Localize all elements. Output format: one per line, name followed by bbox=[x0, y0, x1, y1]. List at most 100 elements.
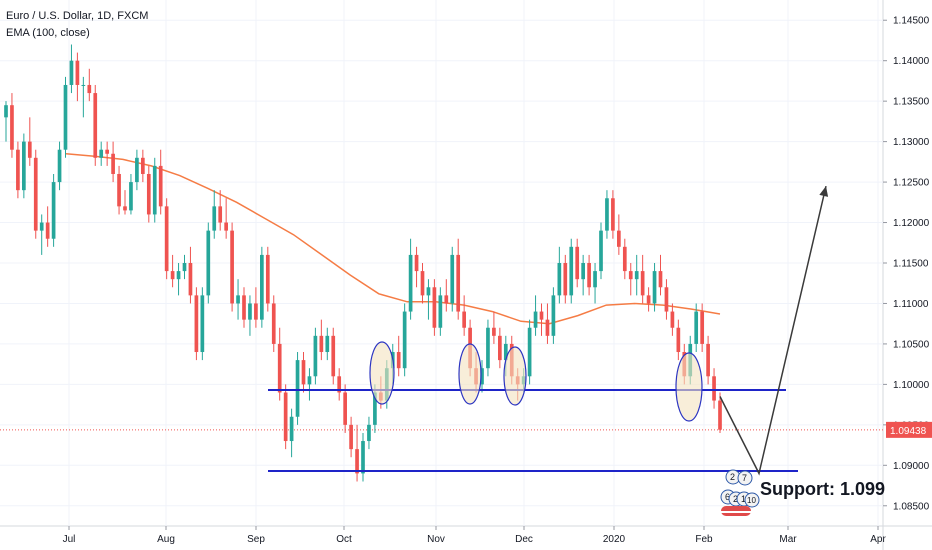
indicator-title[interactable]: EMA (100, close) bbox=[6, 27, 90, 39]
pattern-ellipse-4[interactable] bbox=[675, 352, 703, 422]
candle-body bbox=[87, 84, 92, 94]
candle-body bbox=[81, 84, 86, 86]
pattern-ellipse-2[interactable] bbox=[458, 343, 482, 405]
projection-arrowhead bbox=[819, 186, 829, 197]
last-price-label: 1.09438 bbox=[890, 426, 927, 437]
candle-body bbox=[420, 271, 425, 296]
candle-body bbox=[295, 360, 300, 417]
candle-body bbox=[634, 271, 639, 280]
candle-body bbox=[236, 295, 240, 304]
x-tick-label: Sep bbox=[247, 534, 265, 545]
candle-body bbox=[718, 400, 722, 430]
x-tick-label: Nov bbox=[427, 534, 445, 545]
candle-body bbox=[694, 311, 699, 344]
candle-body bbox=[93, 93, 98, 158]
y-tick-label: 1.10000 bbox=[893, 380, 930, 391]
drawings-layer bbox=[268, 185, 829, 476]
candle-body bbox=[361, 441, 365, 474]
candle-body bbox=[242, 295, 246, 320]
candle-body bbox=[563, 263, 568, 296]
candle-body bbox=[462, 311, 466, 328]
candle-body bbox=[557, 263, 562, 296]
support-label[interactable]: Support: 1.099 bbox=[760, 479, 885, 499]
candle-body bbox=[611, 198, 615, 231]
candle-body bbox=[373, 392, 377, 425]
ema-layer bbox=[65, 153, 721, 325]
candle-body bbox=[176, 271, 181, 280]
candle-body bbox=[640, 271, 645, 296]
candle-body bbox=[212, 206, 217, 231]
candle-body bbox=[575, 246, 580, 280]
pattern-ellipse-3[interactable] bbox=[503, 346, 527, 406]
candle-body bbox=[22, 141, 26, 191]
candle-body bbox=[486, 327, 490, 369]
candle-body bbox=[414, 254, 419, 272]
last-price-tag: 1.09438 bbox=[886, 421, 932, 438]
event-badge-4-label: 2 bbox=[733, 494, 738, 504]
candle-body bbox=[700, 311, 704, 344]
candle-body bbox=[265, 254, 270, 304]
candle-body bbox=[51, 182, 56, 239]
candle-body bbox=[676, 327, 681, 353]
candle-body bbox=[75, 60, 80, 85]
candle-body bbox=[545, 319, 550, 336]
candle-body bbox=[152, 165, 157, 215]
candle-body bbox=[123, 206, 127, 211]
candle-body bbox=[503, 343, 508, 361]
y-tick-label: 1.08500 bbox=[893, 501, 930, 512]
candle-body bbox=[182, 263, 187, 272]
candle-body bbox=[498, 335, 502, 361]
candle-body bbox=[218, 206, 223, 223]
candle-body bbox=[432, 287, 437, 328]
event-badge-2[interactable] bbox=[737, 470, 753, 486]
candle-body bbox=[367, 424, 371, 442]
candle-body bbox=[569, 246, 574, 296]
candle-body bbox=[622, 246, 627, 272]
x-tick-label: 2020 bbox=[603, 534, 626, 545]
candle-body bbox=[248, 303, 252, 320]
candle-body bbox=[539, 311, 544, 320]
candle-body bbox=[135, 157, 139, 183]
candle-body bbox=[706, 343, 710, 377]
candle-body bbox=[206, 230, 211, 296]
candle-body bbox=[396, 352, 401, 369]
pattern-ellipse-1[interactable] bbox=[369, 341, 395, 405]
event-badges[interactable]: 2 7 6 2 1 10 bbox=[720, 469, 760, 516]
candle-body bbox=[283, 392, 288, 442]
candle-body bbox=[45, 222, 50, 239]
event-badge-6[interactable] bbox=[744, 492, 760, 508]
candle-body bbox=[343, 392, 347, 425]
candle-body bbox=[319, 335, 324, 353]
event-badge-6-label: 10 bbox=[747, 496, 756, 505]
candle-body bbox=[658, 271, 663, 288]
ema-line[interactable] bbox=[65, 153, 721, 325]
candle-body bbox=[158, 165, 163, 207]
candle-body bbox=[200, 295, 205, 353]
projection-arrow[interactable] bbox=[719, 185, 827, 476]
candle-body bbox=[628, 271, 633, 280]
candle-body bbox=[99, 149, 104, 158]
candle-body bbox=[438, 295, 443, 328]
candle-body bbox=[664, 287, 669, 312]
x-tick-label: Mar bbox=[779, 534, 797, 545]
candle-body bbox=[254, 303, 258, 320]
chart-legend[interactable]: Euro / U.S. Dollar, 1D, FXCM EMA (100, c… bbox=[6, 8, 148, 42]
symbol-title[interactable]: Euro / U.S. Dollar, 1D, FXCM bbox=[6, 10, 149, 22]
candle-body bbox=[111, 153, 115, 174]
event-badge-1-label: 2 bbox=[730, 472, 735, 482]
candle-body bbox=[652, 271, 657, 304]
candle-body bbox=[129, 182, 133, 211]
candle-body bbox=[712, 376, 716, 401]
candle-body bbox=[349, 424, 353, 450]
candle-body bbox=[39, 222, 44, 231]
x-tick-label: Feb bbox=[695, 534, 713, 545]
candle-body bbox=[105, 149, 109, 154]
candle-body bbox=[307, 376, 312, 385]
candle-body bbox=[646, 295, 651, 304]
candle-body bbox=[16, 149, 20, 191]
candle-body bbox=[331, 335, 336, 377]
candle-body bbox=[289, 416, 294, 442]
candle-body bbox=[402, 311, 407, 369]
